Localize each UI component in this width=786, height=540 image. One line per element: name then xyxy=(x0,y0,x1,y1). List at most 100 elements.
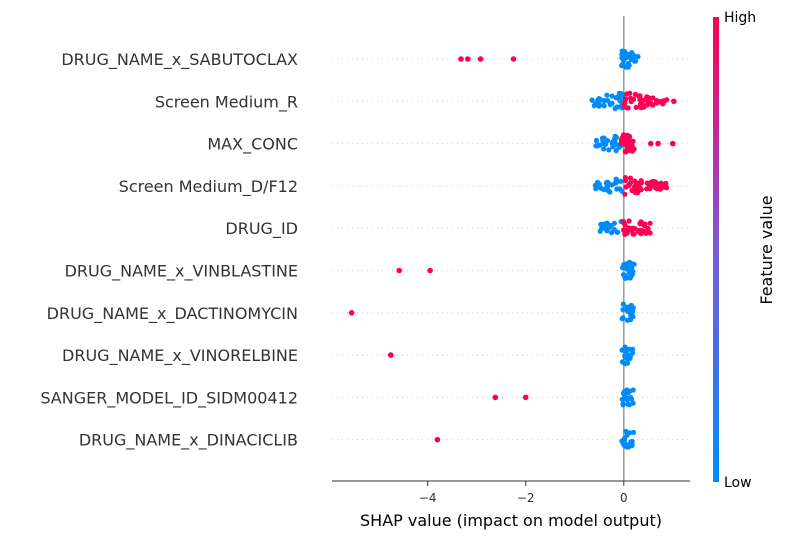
data-point xyxy=(614,142,620,148)
data-point xyxy=(624,227,630,233)
data-point xyxy=(434,436,441,443)
data-point xyxy=(664,185,670,191)
data-point xyxy=(593,138,600,144)
feature-label: DRUG_NAME_x_VINBLASTINE xyxy=(65,262,298,282)
data-point xyxy=(619,438,625,444)
data-point xyxy=(622,175,629,181)
data-point xyxy=(613,176,620,182)
data-point xyxy=(622,100,628,106)
data-point xyxy=(648,101,655,107)
feature-label: DRUG_NAME_x_SABUTOCLAX xyxy=(61,50,298,70)
data-point xyxy=(624,387,630,393)
data-point xyxy=(647,220,653,226)
feature-label: MAX_CONC xyxy=(207,135,298,155)
data-point xyxy=(632,91,639,97)
data-point xyxy=(607,102,614,108)
data-point xyxy=(628,99,634,105)
feature-label: DRUG_NAME_x_VINORELBINE xyxy=(62,346,298,366)
data-point xyxy=(657,186,664,192)
data-point xyxy=(635,54,641,60)
data-point xyxy=(621,264,627,270)
x-tick-label: 0 xyxy=(620,491,628,505)
data-point xyxy=(670,140,676,147)
data-point xyxy=(602,225,609,231)
data-point xyxy=(618,178,624,184)
data-point xyxy=(638,219,644,225)
data-point xyxy=(629,50,635,56)
data-point xyxy=(604,185,610,192)
data-point xyxy=(627,356,633,362)
data-point xyxy=(629,261,636,267)
data-point xyxy=(626,265,633,271)
data-point xyxy=(388,352,394,358)
data-point xyxy=(619,396,625,402)
x-axis-title: SHAP value (impact on model output) xyxy=(360,511,662,530)
data-point xyxy=(627,430,633,436)
data-point xyxy=(589,97,595,103)
data-point xyxy=(631,231,637,237)
feature-label: Screen Medium_R xyxy=(155,92,298,112)
data-point xyxy=(611,220,618,226)
data-point xyxy=(642,229,648,235)
data-point xyxy=(598,221,604,228)
data-point xyxy=(630,346,636,352)
data-point xyxy=(596,103,602,109)
data-point xyxy=(618,91,624,97)
data-point xyxy=(647,186,653,192)
data-point xyxy=(646,95,652,101)
data-point xyxy=(624,306,631,312)
data-point xyxy=(619,347,625,353)
data-point xyxy=(622,272,628,278)
data-point xyxy=(629,56,635,62)
data-point xyxy=(606,147,612,153)
data-point xyxy=(626,62,632,68)
data-point xyxy=(630,350,636,356)
data-point xyxy=(663,180,669,186)
data-point xyxy=(604,92,610,98)
data-point xyxy=(624,91,630,97)
data-point xyxy=(627,175,634,181)
data-point xyxy=(510,56,517,62)
colorbar-title: Feature value xyxy=(757,195,776,304)
feature-label: Screen Medium_D/F12 xyxy=(119,177,298,197)
data-point xyxy=(348,310,355,316)
data-point xyxy=(613,148,619,154)
feature-labels: DRUG_NAME_x_SABUTOCLAX Screen Medium_R MAX… xyxy=(40,50,298,451)
feature-label: SANGER_MODEL_ID_SIDM00412 xyxy=(40,388,298,408)
colorbar-gradient xyxy=(713,17,719,482)
data-point xyxy=(458,56,464,62)
data-point xyxy=(647,230,653,236)
data-point xyxy=(624,444,630,450)
x-tick-label: −2 xyxy=(517,491,535,505)
data-point xyxy=(619,48,625,54)
data-point xyxy=(627,271,633,277)
data-point xyxy=(598,226,605,232)
data-point xyxy=(617,95,623,101)
data-points xyxy=(348,48,677,450)
data-point xyxy=(604,220,610,226)
data-point xyxy=(630,314,636,320)
data-point xyxy=(655,181,661,187)
data-point xyxy=(601,146,607,152)
data-point xyxy=(396,267,403,274)
x-axis-ticks: −4 −2 0 xyxy=(419,481,628,505)
feature-label: DRUG_NAME_x_DINACICLIB xyxy=(79,431,298,451)
data-point xyxy=(627,180,634,186)
row-guides xyxy=(332,58,690,441)
data-point xyxy=(610,139,616,145)
data-point xyxy=(635,180,642,186)
data-point xyxy=(639,98,645,104)
data-point xyxy=(632,226,638,232)
data-point xyxy=(522,394,529,401)
data-point xyxy=(625,141,631,147)
colorbar: High Low Feature value xyxy=(713,10,776,491)
data-point xyxy=(644,102,650,108)
data-point xyxy=(628,302,634,308)
data-point xyxy=(604,138,611,144)
data-point xyxy=(620,390,627,396)
data-point xyxy=(619,55,625,61)
data-point xyxy=(593,186,599,192)
data-point xyxy=(619,136,625,142)
colorbar-low-label: Low xyxy=(724,475,752,491)
data-point xyxy=(477,56,484,62)
